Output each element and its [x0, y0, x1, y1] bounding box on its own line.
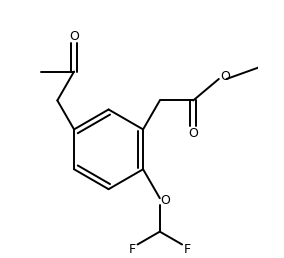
- Text: F: F: [184, 243, 191, 256]
- Text: O: O: [220, 70, 230, 83]
- Text: O: O: [160, 194, 170, 207]
- Text: O: O: [188, 127, 198, 140]
- Text: O: O: [69, 29, 79, 43]
- Text: F: F: [129, 243, 136, 256]
